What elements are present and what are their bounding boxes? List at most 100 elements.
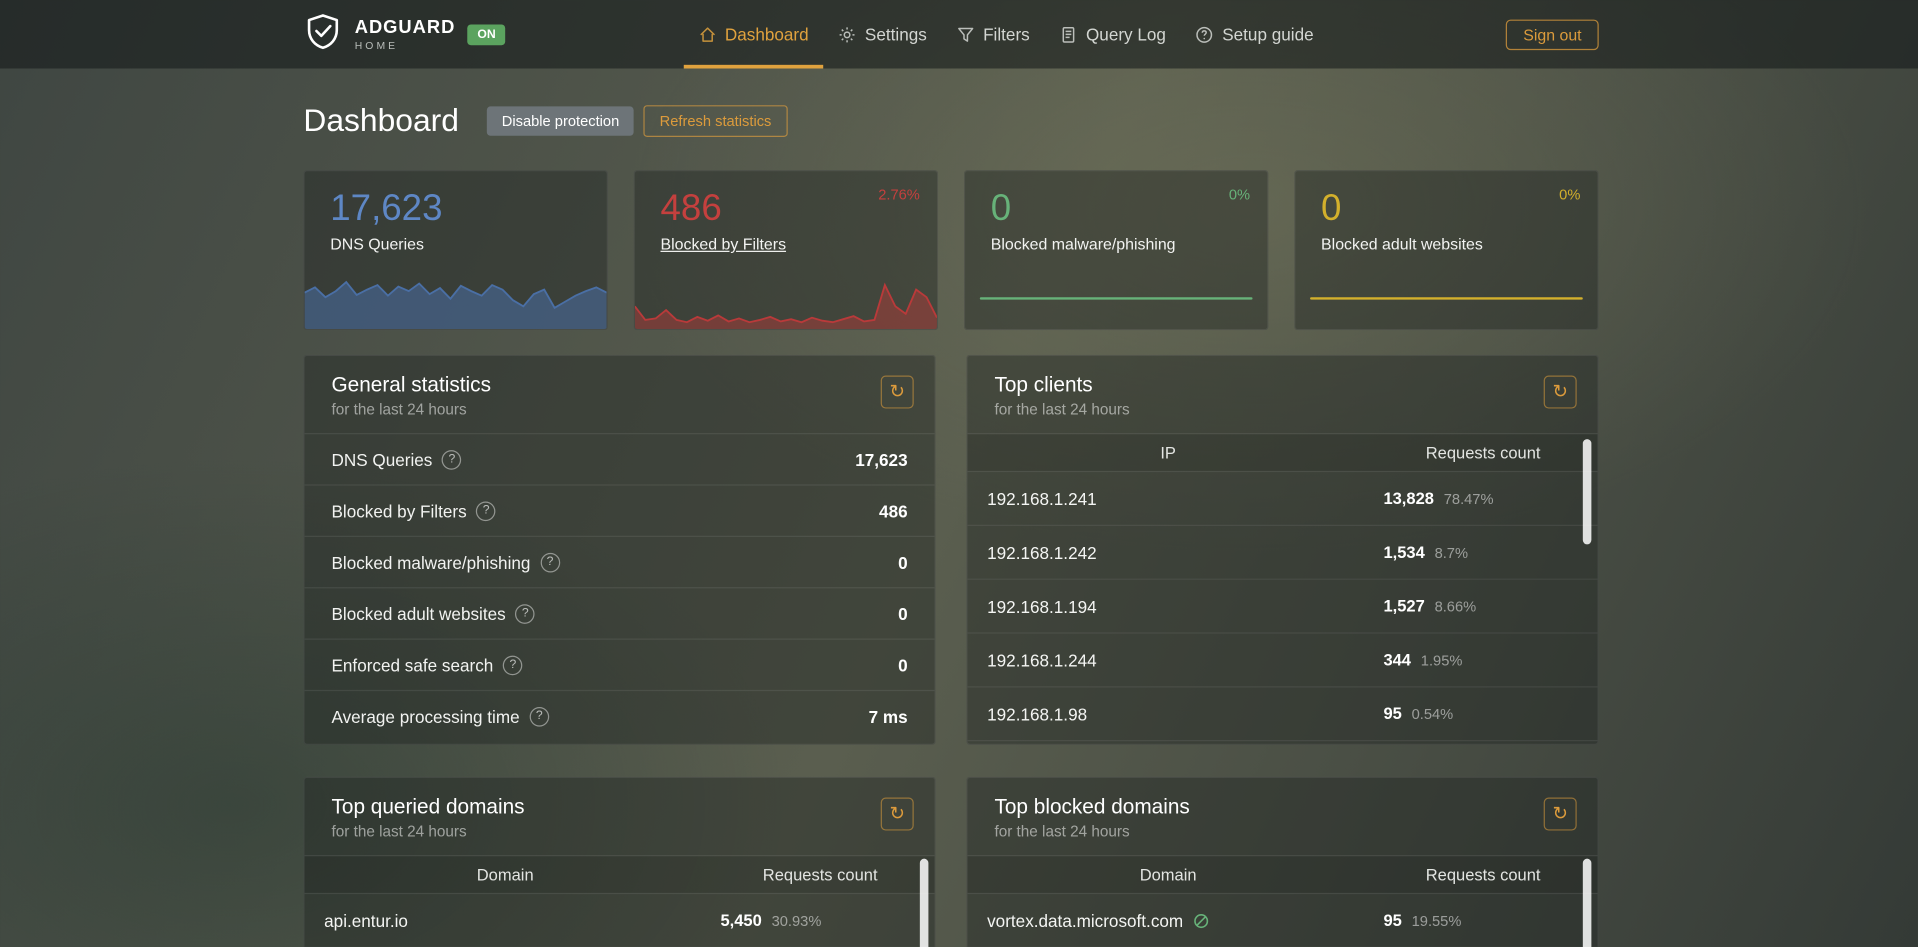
document-icon xyxy=(1062,26,1075,43)
column-header-ip: IP xyxy=(1160,443,1176,462)
stat-value: 7 ms xyxy=(868,706,908,726)
help-icon[interactable]: ? xyxy=(442,449,462,470)
column-header-requests: Requests count xyxy=(1425,865,1541,884)
question-circle-icon xyxy=(1196,26,1213,43)
blocked-malware-value: 0 xyxy=(990,188,1012,229)
stat-row-blocked-adult: Blocked adult websites? 0 xyxy=(304,587,935,638)
stat-row-blocked-filters: Blocked by Filters? 486 xyxy=(304,484,935,535)
stat-label: Blocked by Filters xyxy=(331,500,467,521)
adguard-shield-logo-icon xyxy=(303,10,342,58)
top-queried-title: Top queried domains xyxy=(331,795,525,819)
request-percent: 8.66% xyxy=(1434,598,1477,616)
help-icon[interactable]: ? xyxy=(529,706,550,726)
refresh-icon[interactable]: ↻ xyxy=(880,797,914,831)
nav-item-dashboard[interactable]: Dashboard xyxy=(683,0,824,69)
page-title: Dashboard xyxy=(303,101,459,139)
nav-item-settings[interactable]: Settings xyxy=(823,0,941,68)
stat-value: 0 xyxy=(898,603,908,624)
top-queried-subtitle: for the last 24 hours xyxy=(331,823,467,841)
blocked-adult-percent: 0% xyxy=(1559,185,1581,204)
brand-sub: HOME xyxy=(354,38,399,52)
column-header-domain: Domain xyxy=(476,865,534,884)
dns-queries-label: DNS Queries xyxy=(330,234,424,254)
request-percent: 30.93% xyxy=(771,912,822,930)
top-clients-title: Top clients xyxy=(994,373,1093,397)
client-ip: 192.168.1.242 xyxy=(987,542,1097,563)
table-row: 192.168.1.194 1,527 8.66% xyxy=(967,580,1598,634)
blocked-filters-percent: 2.76% xyxy=(878,185,920,204)
refresh-statistics-button[interactable]: Refresh statistics xyxy=(643,104,788,137)
dns-queries-value: 17,623 xyxy=(330,188,443,229)
request-count: 1,527 xyxy=(1383,596,1425,616)
stat-label: DNS Queries xyxy=(331,449,433,470)
nav-item-query-log[interactable]: Query Log xyxy=(1044,0,1180,68)
request-count: 95 xyxy=(1383,911,1402,930)
stat-card-blocked-adult: 0 Blocked adult websites 0% xyxy=(1294,170,1599,331)
blocked-filters-sparkline xyxy=(634,253,937,330)
stat-value: 0 xyxy=(898,552,908,572)
scrollbar-thumb[interactable] xyxy=(1582,858,1592,947)
request-count: 5,450 xyxy=(720,911,762,930)
sign-out-button[interactable]: Sign out xyxy=(1506,18,1599,50)
brand-name: ADGUARD xyxy=(354,16,456,38)
scrollbar-thumb[interactable] xyxy=(919,858,929,947)
blocked-domain: vortex.data.microsoft.com xyxy=(987,910,1184,931)
unblock-icon[interactable] xyxy=(1193,912,1210,929)
stat-value: 0 xyxy=(898,655,908,675)
stat-label: Blocked adult websites xyxy=(331,603,506,624)
nav-label: Dashboard xyxy=(724,24,809,45)
nav-item-filters[interactable]: Filters xyxy=(942,0,1045,68)
stat-value: 17,623 xyxy=(855,449,908,470)
request-count: 95 xyxy=(1383,704,1402,723)
stat-row-blocked-malware: Blocked malware/phishing? 0 xyxy=(304,535,935,587)
nav-label: Query Log xyxy=(1085,24,1166,45)
request-count: 344 xyxy=(1383,650,1411,670)
request-percent: 8.7% xyxy=(1434,544,1469,562)
top-clients-card: Top clients for the last 24 hours ↻ IP R… xyxy=(966,354,1599,745)
stat-label: Blocked malware/phishing xyxy=(331,552,531,572)
blocked-adult-value: 0 xyxy=(1321,188,1342,229)
refresh-icon[interactable]: ↻ xyxy=(1543,797,1577,831)
blocked-filters-value: 486 xyxy=(660,188,722,229)
top-blocked-table-header: Domain Requests count xyxy=(967,855,1598,895)
brand: ADGUARD HOME ON xyxy=(303,0,506,68)
disable-protection-button[interactable]: Disable protection xyxy=(487,105,634,136)
blocked-malware-label: Blocked malware/phishing xyxy=(990,234,1176,254)
home-icon xyxy=(699,26,715,42)
request-percent: 19.55% xyxy=(1411,912,1462,930)
table-row: 192.168.1.241 13,828 78.47% xyxy=(967,472,1598,526)
stat-card-blocked-malware: 0 Blocked malware/phishing 0% xyxy=(963,170,1269,331)
column-header-requests: Requests count xyxy=(1425,443,1541,462)
refresh-icon[interactable]: ↻ xyxy=(880,375,914,409)
gear-icon xyxy=(839,26,855,42)
request-percent: 0.54% xyxy=(1411,705,1454,723)
help-icon[interactable]: ? xyxy=(503,655,523,675)
stat-row-processing-time: Average processing time? 7 ms xyxy=(304,689,935,741)
client-ip: 192.168.1.194 xyxy=(987,596,1097,616)
request-percent: 78.47% xyxy=(1443,490,1494,508)
request-percent: 1.95% xyxy=(1420,651,1463,670)
nav-item-setup-guide[interactable]: Setup guide xyxy=(1181,0,1329,68)
main-nav: Dashboard Settings Filters Query Log Set… xyxy=(683,0,1329,69)
table-row: 192.168.1.244 344 1.95% xyxy=(967,634,1598,688)
table-row: 192.168.1.242 1,534 8.7% xyxy=(967,526,1598,580)
help-icon[interactable]: ? xyxy=(515,603,536,624)
help-icon[interactable]: ? xyxy=(540,552,560,572)
client-ip: 192.168.1.241 xyxy=(987,488,1097,509)
general-statistics-subtitle: for the last 24 hours xyxy=(331,401,467,419)
queried-domain: api.entur.io xyxy=(324,910,408,931)
top-navbar: ADGUARD HOME ON Dashboard Settings Filte… xyxy=(0,0,1918,69)
help-icon[interactable]: ? xyxy=(476,500,496,521)
stat-row-dns-queries: DNS Queries? 17,623 xyxy=(304,433,935,484)
column-header-requests: Requests count xyxy=(762,865,878,884)
scrollbar-thumb[interactable] xyxy=(1582,439,1592,545)
top-clients-table-header: IP Requests count xyxy=(967,433,1598,473)
refresh-icon[interactable]: ↻ xyxy=(1543,375,1577,409)
stat-label: Enforced safe search xyxy=(331,655,494,675)
blocked-malware-percent: 0% xyxy=(1228,185,1251,204)
top-queried-table-header: Domain Requests count xyxy=(304,855,935,895)
stat-label: Average processing time xyxy=(331,706,520,726)
protection-on-badge: ON xyxy=(467,23,506,45)
blocked-filters-link[interactable]: Blocked by Filters xyxy=(660,234,787,254)
